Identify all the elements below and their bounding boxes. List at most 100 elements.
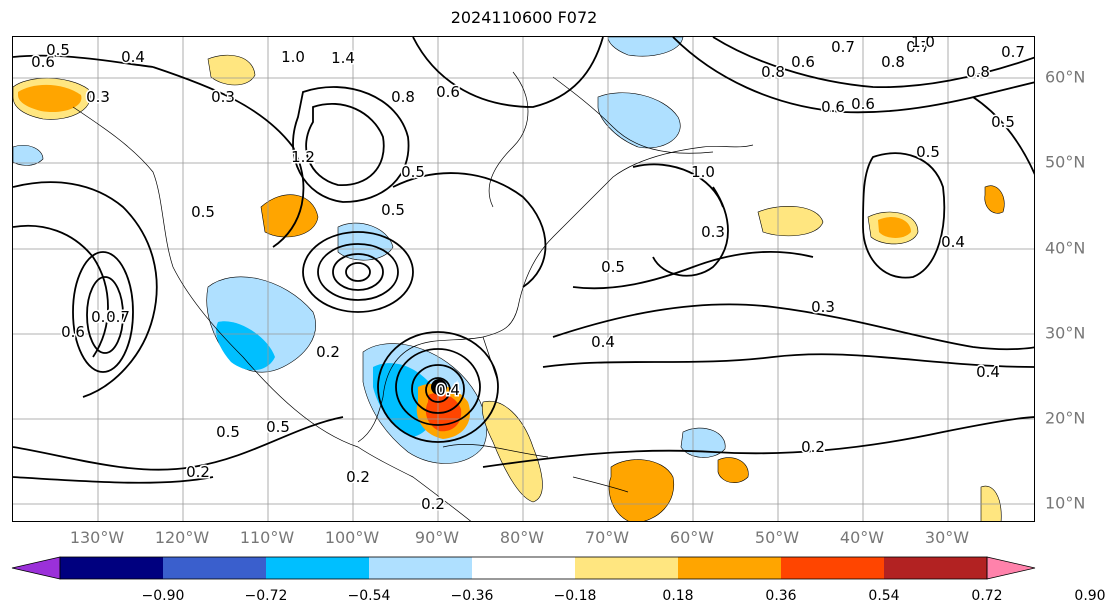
colorbar-segment (472, 557, 575, 579)
contour-label: 0.5 (991, 113, 1015, 131)
contour-label: 0.5 (46, 41, 70, 59)
colorbar-extend-high (986, 556, 1036, 580)
colorbar-tick-label: −0.36 (450, 588, 494, 604)
lon-label: 100°W (324, 528, 380, 547)
contour-label: 0.8 (391, 88, 415, 106)
shade-yellow-se (980, 485, 1002, 521)
contour-label: 0.5 (381, 201, 405, 219)
contour-label: 0.7 (106, 308, 130, 326)
colorbar-tick-label: 0.18 (662, 588, 694, 604)
shade-blue-mex (216, 321, 275, 371)
colorbar-segment (781, 557, 884, 579)
contour-label: 0.2 (421, 495, 445, 513)
contour-label: 0.5 (916, 143, 940, 161)
colorbar-tick-label: −0.72 (244, 588, 288, 604)
shade-orange-carib2 (717, 457, 749, 484)
shading-layer (13, 37, 1005, 521)
colorbar-extend-low (11, 556, 61, 580)
contour-label: 0.3 (701, 223, 725, 241)
lon-label: 90°W (414, 528, 460, 547)
colorbar-tick-label: −0.18 (553, 588, 597, 604)
contour-labels: 0.60.5 0.40.31.0 1.40.8 0.61.20.50.5 0.50.30… (30, 37, 1027, 515)
contour-label: 0.6 (851, 95, 875, 113)
contour-label: 0.8 (91, 308, 115, 326)
contour-label: 0.7 (906, 38, 930, 56)
contour-label: 0.5 (601, 258, 625, 276)
contour-label: 0.8 (881, 53, 905, 71)
lon-label: 50°W (754, 528, 800, 547)
shade-orange-mid (260, 194, 319, 238)
contour-label: 0.6 (821, 98, 845, 116)
lon-label: 80°W (499, 528, 545, 547)
lat-label: 50°N (1045, 152, 1086, 172)
colorbar-segment (60, 557, 163, 579)
shade-lblue-east (680, 427, 726, 458)
contour-label: 0.2 (801, 438, 825, 456)
shade-lblue-west (13, 145, 44, 166)
colorbar-segment (266, 557, 369, 579)
lat-label: 10°N (1045, 493, 1086, 513)
shade-yellow-east (757, 206, 824, 237)
shade-lblue-north (597, 92, 681, 149)
lat-label: 40°N (1045, 238, 1086, 258)
contour-label: 0.7 (831, 38, 855, 56)
shade-yellow-carib (482, 400, 543, 503)
colorbar-segment (575, 557, 678, 579)
shade-orange-nw (18, 84, 82, 113)
contour-label: 0.4 (121, 48, 145, 66)
contour-label: 0.6 (791, 53, 815, 71)
contours (13, 37, 1034, 484)
colorbar-segment (884, 557, 987, 579)
contour-label: 0.8 (761, 63, 785, 81)
contour-label: 1.0 (691, 163, 715, 181)
colorbar-segment (163, 557, 266, 579)
lat-label: 20°N (1045, 408, 1086, 428)
graticule (13, 37, 1034, 521)
lon-label: 130°W (69, 528, 125, 547)
lon-label: 110°W (239, 528, 295, 547)
lon-label: 60°W (669, 528, 715, 547)
colorbar-tick-label: 0.90 (1074, 588, 1105, 604)
map-panel: 0.6 0.5 0.4 0.3 1.0 1.4 0.8 0.6 1.2 0.5 0.5 0.5 0.3 0… (12, 36, 1035, 522)
contour-label: 0.4 (591, 333, 615, 351)
colorbar-tick-label: 0.36 (765, 588, 797, 604)
colorbar-tick-label: 0.72 (971, 588, 1003, 604)
lon-label: 120°W (154, 528, 210, 547)
colorbar-tick-label: −0.90 (141, 588, 185, 604)
lon-label: 30°W (924, 528, 970, 547)
contour-label: 0.5 (401, 163, 425, 181)
contour-label: 0.6 (436, 83, 460, 101)
shade-orange-far-east (878, 217, 911, 239)
shade-yellow-top (207, 54, 256, 86)
contour-label: 0.2 (316, 343, 340, 361)
contour-label: 1.4 (331, 49, 355, 67)
lon-label: 40°W (839, 528, 885, 547)
colorbar-segment (369, 557, 472, 579)
contour-label: 0.5 (216, 423, 240, 441)
contour-label: 0.5 (266, 418, 290, 436)
contour-label: 0.5 (191, 203, 215, 221)
coastlines (72, 71, 754, 521)
contour-label: 0.7 (1001, 43, 1025, 61)
contour-label: 0.4 (436, 381, 460, 399)
contour-label: 0.6 (31, 53, 55, 71)
lon-label: 70°W (584, 528, 630, 547)
contour-label: 0.3 (211, 88, 235, 106)
contour-label: 0.4 (976, 363, 1000, 381)
contour-label: 0.2 (346, 468, 370, 486)
contour-label: 0.2 (186, 463, 210, 481)
shade-orange-ne (984, 185, 1005, 214)
lat-label: 30°N (1045, 323, 1086, 343)
contour-label: 1.2 (291, 148, 315, 166)
contour-label: 0.8 (966, 63, 990, 81)
colorbar-tick-label: 0.54 (868, 588, 900, 604)
colorbar (11, 556, 1036, 580)
colorbar-outline (59, 556, 988, 580)
contour-label: 0.3 (86, 88, 110, 106)
storm-center-marker (431, 379, 447, 395)
colorbar-tick-label: −0.54 (347, 588, 391, 604)
contour-label: 0.3 (811, 298, 835, 316)
contour-label: 1.0 (911, 37, 935, 51)
colorbar-segment (678, 557, 781, 579)
shade-orange-south (608, 459, 675, 521)
